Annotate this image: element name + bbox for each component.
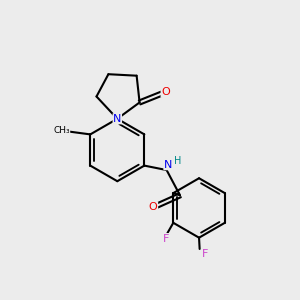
Text: F: F — [163, 234, 169, 244]
Text: N: N — [113, 114, 122, 124]
Text: F: F — [202, 249, 208, 259]
Text: O: O — [161, 87, 170, 97]
Text: N: N — [164, 160, 172, 170]
Text: H: H — [174, 156, 182, 166]
Text: O: O — [149, 202, 158, 212]
Text: CH₃: CH₃ — [53, 126, 70, 135]
